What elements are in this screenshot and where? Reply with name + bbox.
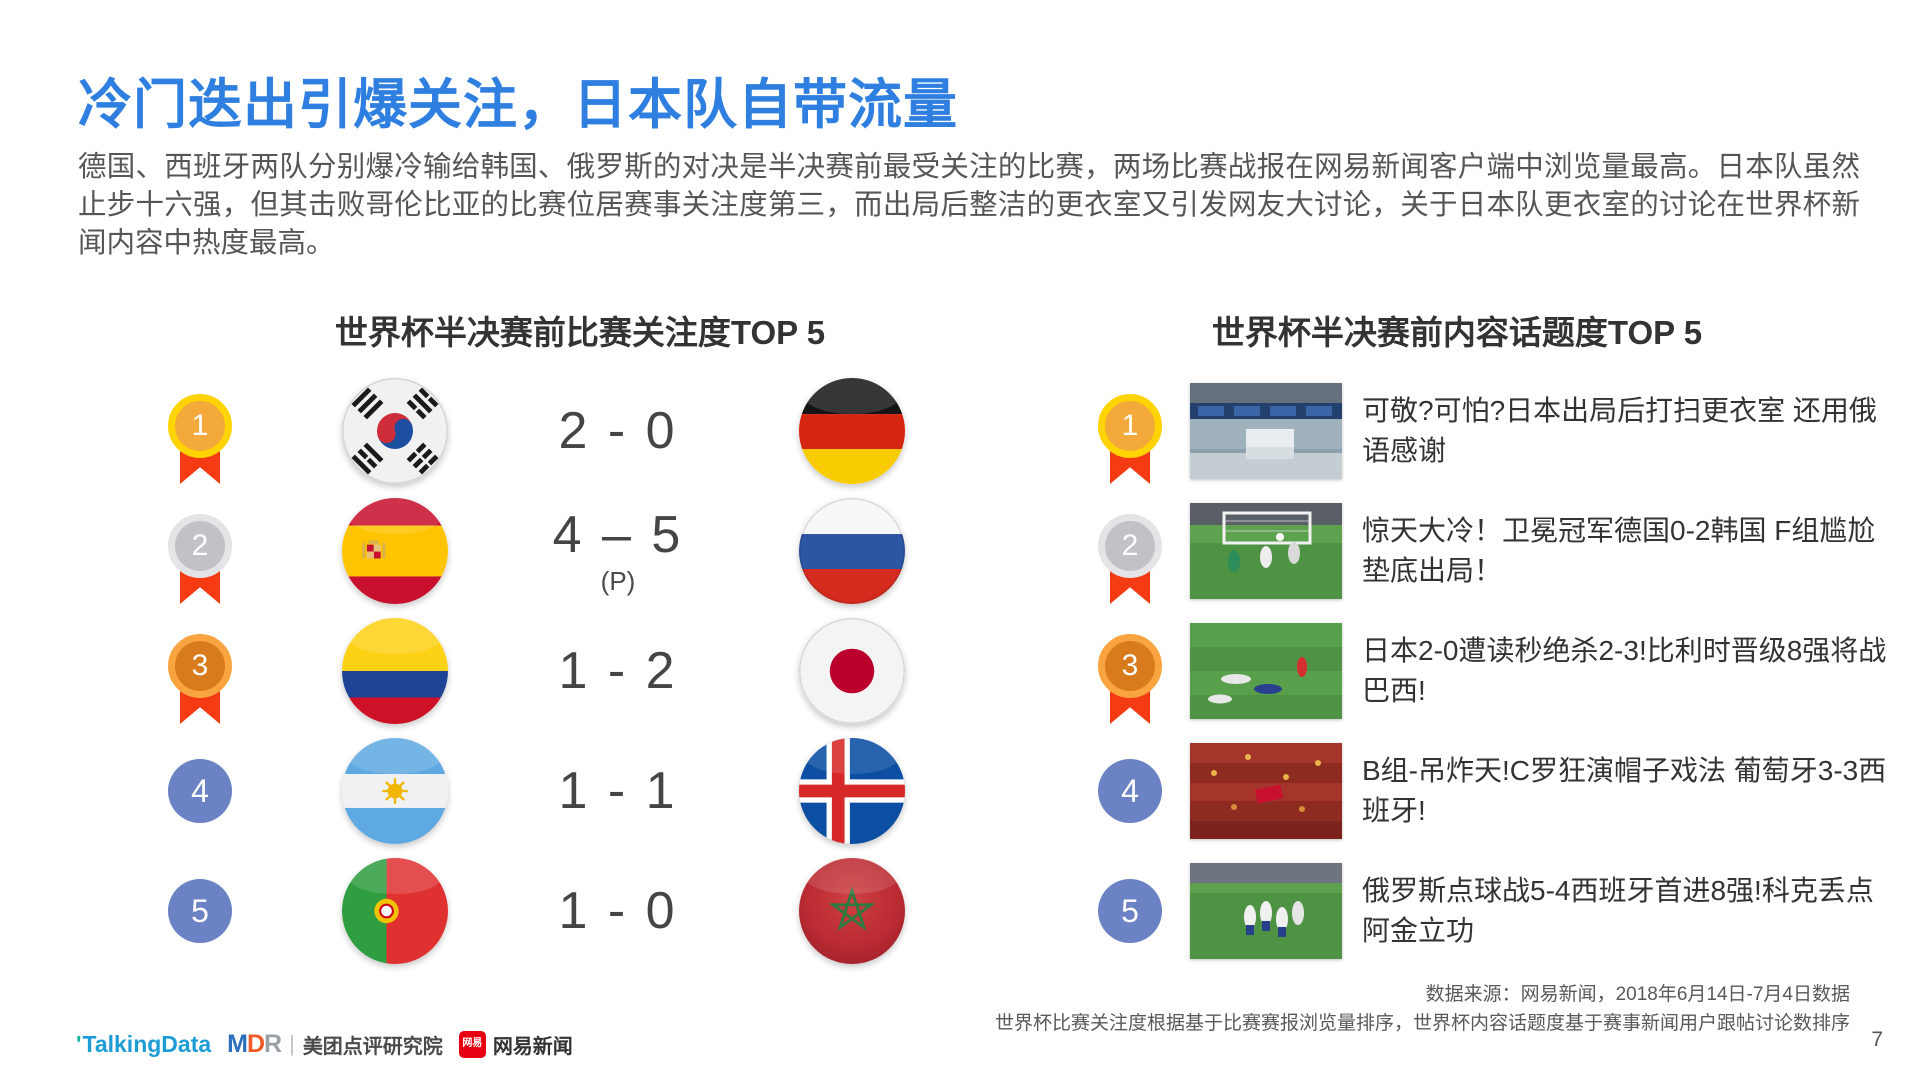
flag-spain-icon <box>342 498 448 604</box>
news-row-5: 5 俄罗斯点球战5-4西班牙首进8强!科克丢点阿金立功 <box>1060 856 1890 966</box>
news-row-3: 3 日本2-0遭读秒绝杀2-3!比利时晋级8强将战巴西! <box>1060 616 1890 726</box>
intro-paragraph: 德国、西班牙两队分别爆冷输给韩国、俄罗斯的对决是半决赛前最受关注的比赛，两场比赛… <box>78 151 1860 259</box>
rank-5-badge: 5 <box>1098 879 1162 943</box>
rank-number: 3 <box>191 649 209 682</box>
right-panel-header: 世界杯半决赛前内容话题度TOP 5 <box>1211 314 1703 351</box>
data-source-note: 数据来源：网易新闻，2018年6月14日-7月4日数据 世界杯比赛关注度根据基于… <box>995 980 1850 1038</box>
mdr-logo: MDR <box>227 1029 282 1058</box>
news-row-2: 2 惊天大冷！卫冕冠军德国0-2韩国 F组尴尬垫底出局！ <box>1060 496 1890 606</box>
rank-number: 5 <box>1121 892 1139 929</box>
meituan-dianping-research-logo: MDR | 美团点评研究院 <box>227 1030 443 1059</box>
rank-1-medal: 1 <box>1098 394 1162 484</box>
left-panel-header: 世界杯半决赛前比赛关注度TOP 5 <box>334 314 826 351</box>
rank-2-medal: 2 <box>168 514 232 604</box>
logo-divider: | <box>289 1031 295 1056</box>
rank-1-medal: 1 <box>168 394 232 484</box>
germany-korea-goal-photo <box>1190 503 1342 599</box>
score-row-1: 2 - 0 <box>558 402 678 460</box>
flag-russia-icon <box>799 498 905 604</box>
netease-badge-icon: 网易 <box>458 1030 486 1058</box>
flag-iceland-icon <box>799 738 905 844</box>
rank-4-badge: 4 <box>168 759 232 823</box>
penalty-note: (P) <box>600 566 636 596</box>
page-number: 7 <box>1871 1028 1883 1051</box>
flag-portugal-icon <box>342 858 448 964</box>
rank-4-badge: 4 <box>1098 759 1162 823</box>
match-row-5: 5 1 - 0 <box>130 856 920 966</box>
netease-news-logo: 网易 网易新闻 <box>458 1030 573 1059</box>
news-title-4: B组-吊炸天!C罗狂演帽子戏法 葡萄牙3-3西班牙! <box>1362 755 1887 826</box>
news-title-3: 日本2-0遭读秒绝杀2-3!比利时晋级8强将战巴西! <box>1362 635 1887 706</box>
news-title-5: 俄罗斯点球战5-4西班牙首进8强!科克丢点阿金立功 <box>1362 875 1874 946</box>
rank-3-medal: 3 <box>1098 634 1162 724</box>
score-row-4: 1 - 1 <box>558 762 678 820</box>
footer-logos: 'TalkingData MDR | 美团点评研究院 网易 网易新闻 <box>76 1026 573 1062</box>
rank-number: 2 <box>191 529 209 562</box>
score-row-5: 1 - 0 <box>558 882 678 940</box>
rank-number: 2 <box>1121 529 1139 562</box>
match-row-1: 1 <box>130 376 920 486</box>
news-title-2: 惊天大冷！卫冕冠军德国0-2韩国 F组尴尬垫底出局！ <box>1362 515 1876 586</box>
meituan-research-label: 美团点评研究院 <box>302 1035 443 1058</box>
match-row-3: 3 1 - 2 <box>130 616 920 726</box>
talkingdata-logo: 'TalkingData <box>76 1030 212 1057</box>
page-title: 冷门迭出引爆关注，日本队自带流量 <box>78 75 958 135</box>
flag-argentina-icon <box>342 738 448 844</box>
japan-locker-room-photo <box>1190 383 1342 479</box>
news-row-4: 4 B组-吊炸天!C罗狂演帽子戏法 葡萄牙3-3西班牙! <box>1060 736 1890 846</box>
news-title-1: 可敬?可怕?日本出局后打扫更衣室 还用俄语感谢 <box>1362 395 1877 466</box>
rank-3-medal: 3 <box>168 634 232 724</box>
source-line-1: 数据来源：网易新闻，2018年6月14日-7月4日数据 <box>1425 984 1850 1005</box>
flag-germany-icon <box>799 378 905 484</box>
russia-spain-celebration-photo <box>1190 863 1342 959</box>
flag-japan-icon <box>799 618 905 724</box>
portugal-spain-fans-photo <box>1190 743 1342 839</box>
rank-number: 1 <box>191 409 209 442</box>
news-row-1: 1 可敬?可怕?日本出局后打扫更衣室 还用俄语感谢 <box>1060 376 1890 486</box>
score-row-3: 1 - 2 <box>558 642 678 700</box>
japan-belgium-pitch-photo <box>1190 623 1342 719</box>
rank-number: 4 <box>191 772 209 809</box>
flag-colombia-icon <box>342 618 448 724</box>
talkingdata-tick-icon: ' <box>76 1030 82 1057</box>
flag-morocco-icon <box>799 858 905 964</box>
rank-5-badge: 5 <box>168 879 232 943</box>
rank-number: 4 <box>1121 772 1139 809</box>
match-row-4: 4 1 - 1 <box>130 736 920 846</box>
match-row-2: 2 <box>130 496 920 606</box>
score-row-2: 4 – 5 (P) <box>552 506 684 596</box>
rank-number: 1 <box>1121 409 1139 442</box>
rank-2-medal: 2 <box>1098 514 1162 604</box>
rank-number: 3 <box>1121 649 1139 682</box>
source-line-2: 世界杯比赛关注度根据基于比赛赛报浏览量排序，世界杯内容话题度基于赛事新闻用户跟帖… <box>994 1013 1850 1034</box>
rank-number: 5 <box>191 892 209 929</box>
netease-news-label: 网易新闻 <box>492 1035 573 1058</box>
flag-south-korea-icon <box>342 378 448 484</box>
